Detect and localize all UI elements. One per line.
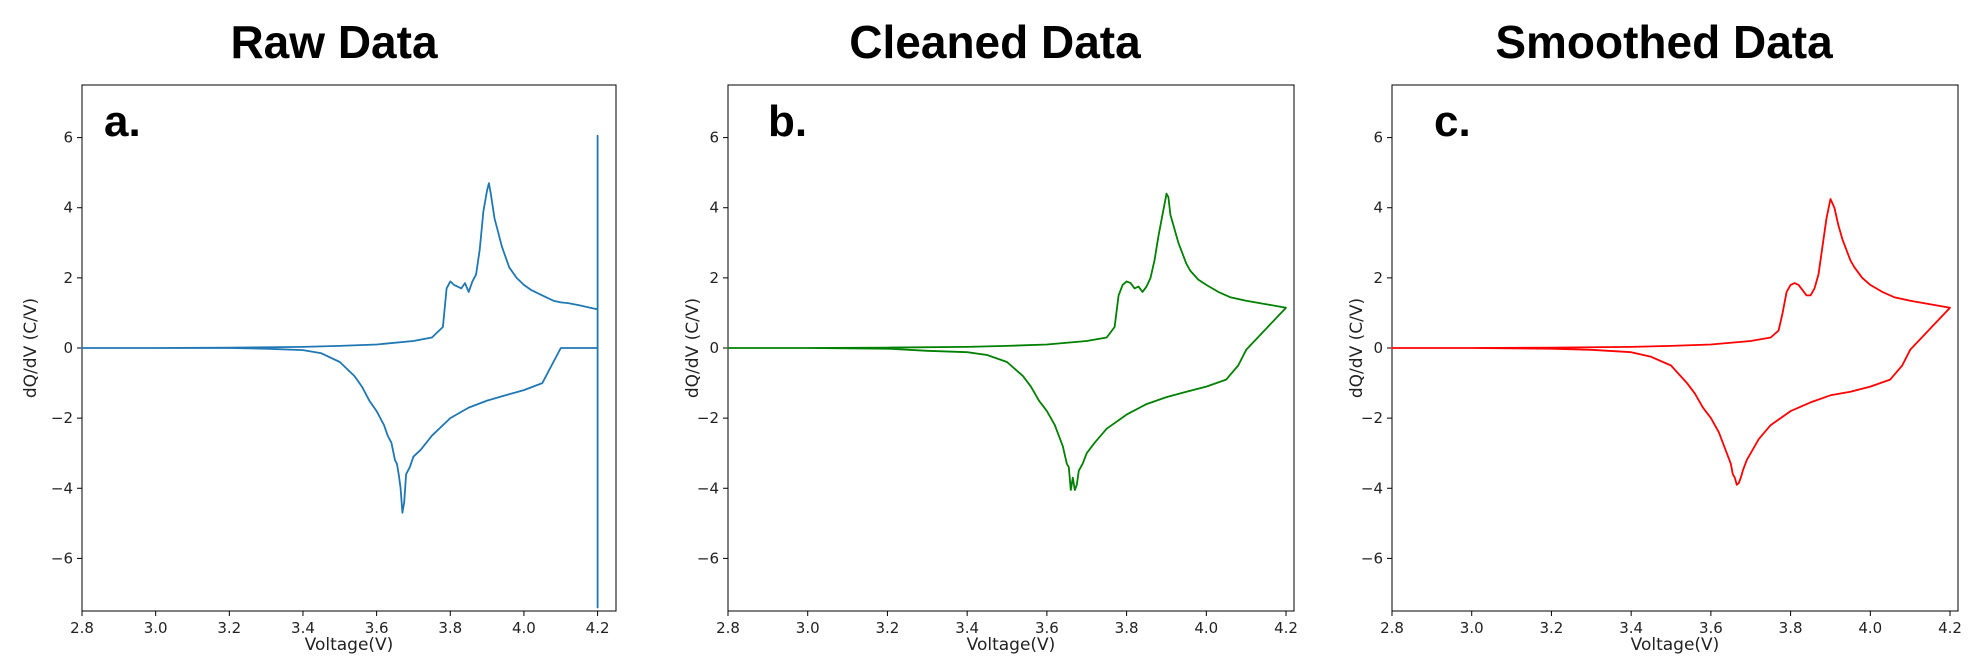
x-axis-label: Voltage(V) xyxy=(967,635,1056,655)
y-tick-label: 6 xyxy=(709,129,719,147)
x-axis-label: Voltage(V) xyxy=(305,635,394,655)
series-line xyxy=(81,134,599,609)
x-tick-label: 4.2 xyxy=(586,619,610,637)
x-tick-label: 2.8 xyxy=(70,619,94,637)
panel-a: Raw Data a. 2.8 3.0 3.2 3.4 3.6 3.8 4.0 4.2 −6 −4… xyxy=(21,16,617,655)
axis-ticks: 2.8 3.0 3.2 3.4 3.6 3.8 4.0 4.2 −6 −4 −2 0 2 4 6 xyxy=(51,129,610,637)
y-axis-label: dQ/dV (C/V) xyxy=(1347,298,1367,398)
x-tick-label: 3.0 xyxy=(796,619,820,637)
x-axis-label: Voltage(V) xyxy=(1631,635,1720,655)
panel-b: Cleaned Data b. 2.8 3.0 3.2 3.4 3.6 3.8 4.0 4.2… xyxy=(683,16,1298,655)
y-tick-label: 6 xyxy=(1373,129,1383,147)
y-tick-label: 2 xyxy=(63,269,73,287)
x-tick-label: 3.6 xyxy=(1699,619,1723,637)
panel-c: Smoothed Data c. 2.8 3.0 3.2 3.4 3.6 3.8 4.0 4.… xyxy=(1347,16,1962,655)
panel-letter: c. xyxy=(1434,97,1471,146)
series-line xyxy=(1391,198,1951,486)
y-tick-label: 4 xyxy=(1373,199,1383,217)
y-tick-label: 0 xyxy=(709,339,719,357)
y-tick-label: 4 xyxy=(63,199,73,217)
x-tick-label: 4.2 xyxy=(1274,619,1298,637)
y-tick-label: −6 xyxy=(51,549,73,567)
x-tick-label: 3.4 xyxy=(291,619,315,637)
y-axis-label: dQ/dV (C/V) xyxy=(21,298,41,398)
y-tick-label: −4 xyxy=(51,479,73,497)
axis-ticks: 2.8 3.0 3.2 3.4 3.6 3.8 4.0 4.2 −6 −4 −2 0 2 4 6 xyxy=(1361,129,1962,637)
y-tick-label: 0 xyxy=(1373,339,1383,357)
x-tick-label: 4.2 xyxy=(1938,619,1962,637)
x-tick-label: 3.8 xyxy=(438,619,462,637)
y-tick-label: −2 xyxy=(697,409,719,427)
panel-title: Cleaned Data xyxy=(849,16,1141,68)
x-tick-label: 4.0 xyxy=(512,619,536,637)
y-tick-label: 6 xyxy=(63,129,73,147)
x-tick-label: 4.0 xyxy=(1194,619,1218,637)
panel-letter: b. xyxy=(768,97,807,146)
x-tick-label: 3.4 xyxy=(1619,619,1643,637)
y-tick-label: 2 xyxy=(709,269,719,287)
x-tick-label: 3.8 xyxy=(1779,619,1803,637)
y-tick-label: −6 xyxy=(1361,549,1383,567)
y-tick-label: −4 xyxy=(697,479,719,497)
x-tick-label: 3.0 xyxy=(144,619,168,637)
y-tick-label: −6 xyxy=(697,549,719,567)
x-tick-label: 3.6 xyxy=(365,619,389,637)
x-tick-label: 2.8 xyxy=(716,619,740,637)
x-tick-label: 3.2 xyxy=(876,619,900,637)
y-tick-label: −2 xyxy=(51,409,73,427)
x-tick-label: 3.2 xyxy=(217,619,241,637)
x-tick-label: 4.0 xyxy=(1858,619,1882,637)
panel-title: Smoothed Data xyxy=(1495,16,1833,68)
x-tick-label: 3.0 xyxy=(1460,619,1484,637)
y-tick-label: 0 xyxy=(63,339,73,357)
x-tick-label: 3.2 xyxy=(1540,619,1564,637)
y-tick-label: −4 xyxy=(1361,479,1383,497)
y-tick-label: −2 xyxy=(1361,409,1383,427)
panel-title: Raw Data xyxy=(230,16,437,68)
x-tick-label: 3.4 xyxy=(955,619,979,637)
x-tick-label: 3.6 xyxy=(1035,619,1059,637)
axis-ticks: 2.8 3.0 3.2 3.4 3.6 3.8 4.0 4.2 −6 −4 −2 0 2 4 6 xyxy=(697,129,1298,637)
panel-letter: a. xyxy=(104,97,141,146)
y-tick-label: 2 xyxy=(1373,269,1383,287)
series-line xyxy=(727,192,1287,491)
y-tick-label: 4 xyxy=(709,199,719,217)
x-tick-label: 2.8 xyxy=(1380,619,1404,637)
y-axis-label: dQ/dV (C/V) xyxy=(683,298,703,398)
x-tick-label: 3.8 xyxy=(1115,619,1139,637)
